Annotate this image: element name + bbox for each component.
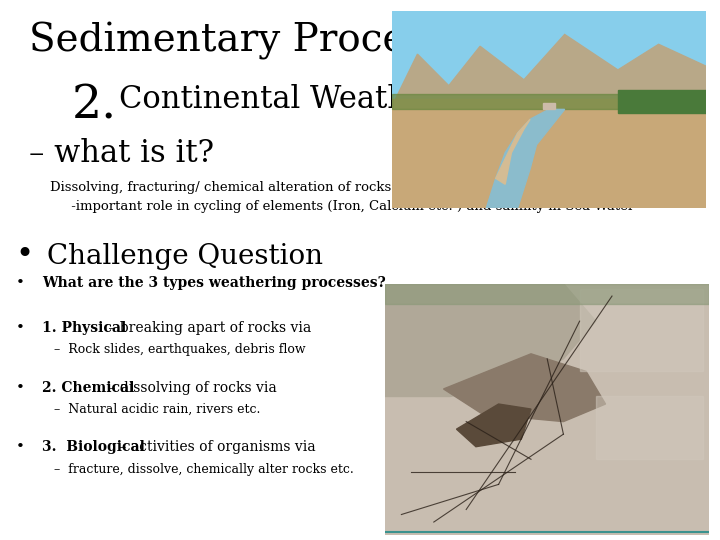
Text: 1. Physical: 1. Physical [42, 321, 126, 335]
Text: 3.  Biological: 3. Biological [42, 440, 145, 454]
Text: –  Rock slides, earthquakes, debris flow: – Rock slides, earthquakes, debris flow [54, 343, 305, 356]
Text: – breaking apart of rocks via: – breaking apart of rocks via [104, 321, 312, 335]
Text: •: • [16, 440, 24, 454]
Text: Sedimentary Processes: Sedimentary Processes [29, 22, 488, 59]
Text: •: • [16, 240, 34, 271]
Text: –  Natural acidic rain, rivers etc.: – Natural acidic rain, rivers etc. [54, 402, 261, 415]
Polygon shape [496, 119, 530, 184]
Bar [392, 93, 706, 109]
Text: •: • [16, 276, 24, 291]
Text: 2.: 2. [72, 84, 117, 129]
Text: •: • [16, 321, 24, 335]
Bar [392, 11, 706, 105]
Text: What are the 3 types weathering processes?: What are the 3 types weathering processe… [42, 276, 385, 291]
Bar [596, 396, 703, 459]
Text: -important role in cycling of elements (Iron, Calcium etc. ) and salinity in Sea: -important role in cycling of elements (… [50, 200, 634, 213]
Text: – activities of organisms via: – activities of organisms via [115, 440, 316, 454]
Text: Continental Weathering: Continental Weathering [119, 84, 489, 114]
Polygon shape [444, 354, 606, 422]
Polygon shape [392, 35, 706, 105]
Bar [618, 90, 706, 113]
Bar [580, 288, 703, 372]
Bar [392, 99, 706, 208]
Text: – dissolving of rocks via: – dissolving of rocks via [104, 381, 277, 395]
Text: Challenge Question: Challenge Question [47, 243, 323, 270]
Bar [543, 104, 555, 109]
Text: 2. Chemical: 2. Chemical [42, 381, 134, 395]
Polygon shape [487, 109, 564, 208]
Text: – what is it?: – what is it? [29, 138, 214, 168]
Polygon shape [385, 284, 596, 396]
Text: •: • [16, 381, 24, 395]
Polygon shape [456, 404, 531, 447]
Text: Dissolving, fracturing/ chemical alteration of rocks –: Dissolving, fracturing/ chemical alterat… [50, 181, 402, 194]
Text: –  fracture, dissolve, chemically alter rocks etc.: – fracture, dissolve, chemically alter r… [54, 463, 354, 476]
Bar [385, 284, 709, 303]
